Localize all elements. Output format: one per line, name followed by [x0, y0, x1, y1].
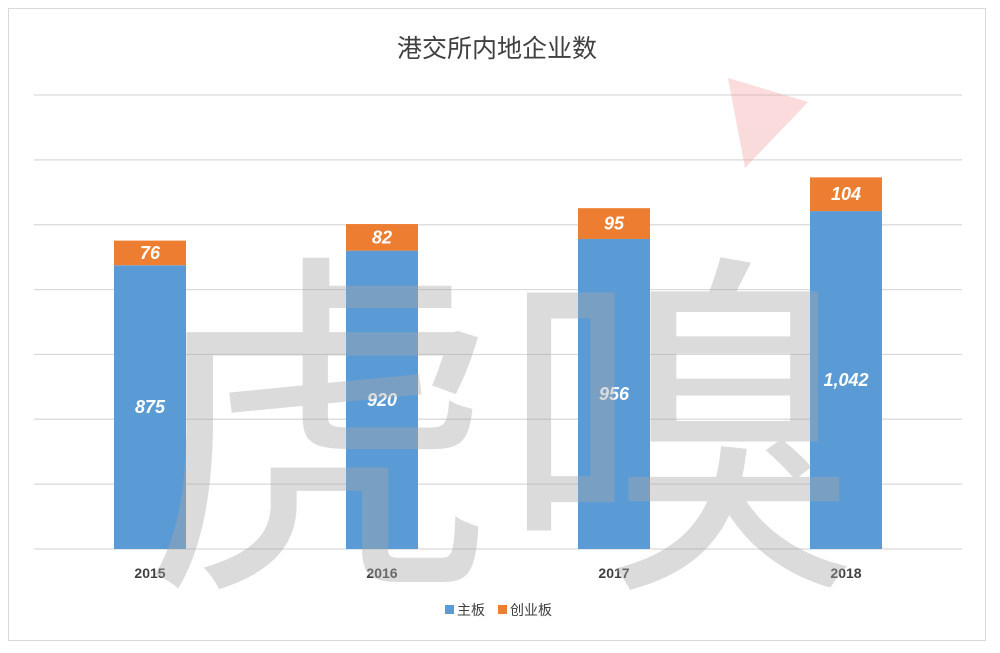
bars [114, 177, 882, 550]
bar-main-board-2016 [346, 250, 418, 549]
watermark: 虎嗅 [140, 78, 860, 645]
bar-gem-board-2015 [114, 240, 186, 266]
legend: 主板 创业板 [445, 603, 552, 619]
watermark-text: 虎嗅 [140, 226, 860, 645]
x-axis-ticks: 2015 2016 2017 2018 [134, 565, 861, 581]
data-label-gem-board-2017: 95 [604, 214, 625, 234]
bar-main-board-2018 [810, 211, 882, 549]
legend-swatch-gem-board [498, 605, 507, 614]
bar-main-board-2015 [114, 265, 186, 549]
watermark-accent-triangle [728, 78, 808, 168]
data-label-main-board-2016: 920 [367, 390, 397, 410]
legend-label-gem-board: 创业板 [510, 603, 552, 619]
value-labels: 875 76 920 82 956 95 1,042 104 [135, 184, 869, 417]
data-label-gem-board-2016: 82 [372, 227, 392, 247]
data-label-main-board-2018: 1,042 [823, 370, 868, 390]
data-label-gem-board-2015: 76 [140, 243, 161, 263]
x-tick-label-2017: 2017 [598, 565, 629, 581]
x-tick-label-2016: 2016 [366, 565, 397, 581]
data-label-gem-board-2018: 104 [831, 184, 861, 204]
bar-gem-board-2016 [346, 224, 418, 251]
legend-label-main-board: 主板 [457, 603, 485, 619]
chart-title: 港交所内地企业数 [397, 34, 597, 63]
data-label-main-board-2017: 956 [599, 384, 630, 404]
gridlines [34, 94, 962, 550]
x-tick-label-2018: 2018 [830, 565, 861, 581]
data-label-main-board-2015: 875 [135, 397, 166, 417]
bar-gem-board-2017 [578, 208, 650, 239]
x-tick-label-2015: 2015 [134, 565, 165, 581]
bar-main-board-2017 [578, 238, 650, 550]
legend-swatch-main-board [445, 605, 454, 614]
bar-gem-board-2018 [810, 177, 882, 212]
